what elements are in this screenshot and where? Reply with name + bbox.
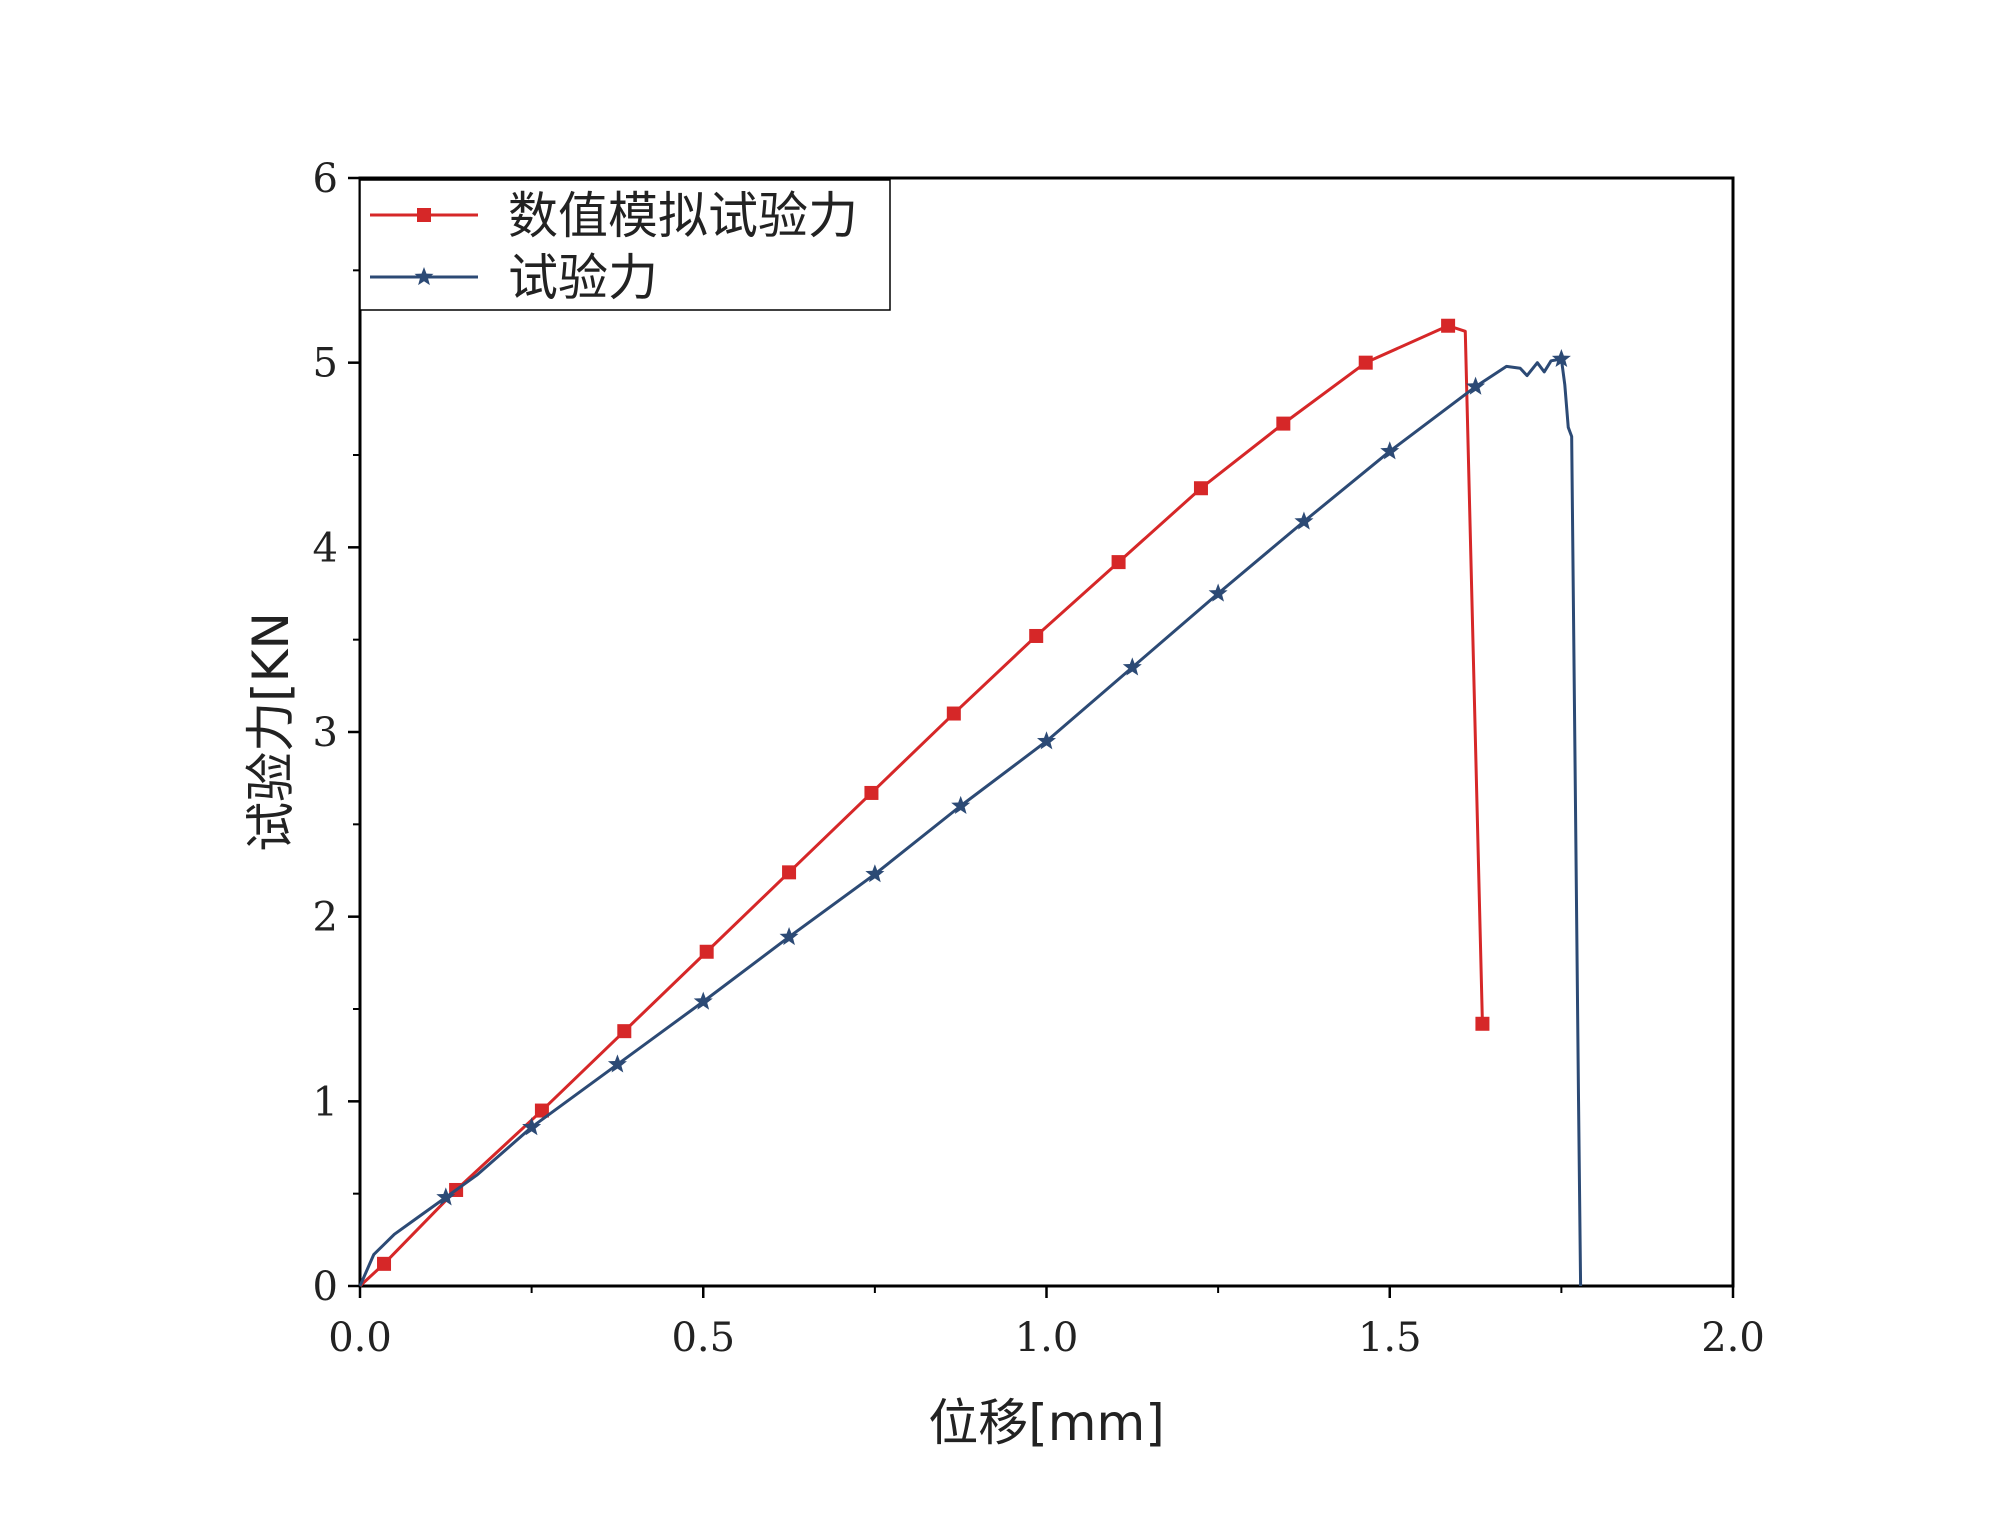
data-point-square [1193,481,1208,496]
data-point-square [1475,1016,1490,1031]
data-point-star [693,991,713,1010]
series-line [358,357,1583,1287]
axes: 0.0 0.5 1.0 1.5 2.0 0 1 2 3 4 5 6 [313,156,1765,1361]
x-axis-title: 位移[mm] [928,1394,1164,1452]
data-point-star [1380,441,1400,460]
y-tick-label: 0 [313,1264,338,1310]
data-point-square [864,785,879,800]
legend-item: 试验力 [370,249,658,307]
y-tick-label: 1 [313,1079,338,1125]
data-point-square [1441,318,1456,333]
y-tick-label: 4 [313,525,338,571]
data-point-square [1358,355,1373,370]
legend-label: 试验力 [508,249,658,307]
y-tick-label: 5 [313,341,338,387]
data-point-star [1036,731,1057,750]
legend-label: 数值模拟试验力 [508,187,858,245]
data-point-square [782,865,797,880]
y-tick-label: 3 [313,710,338,756]
data-point-star [865,864,885,883]
data-point-star [1466,376,1486,395]
data-point-star [1551,348,1571,368]
series-line [358,324,1484,1288]
data-point-square [1276,416,1291,431]
x-tick-label: 0.0 [328,1315,392,1361]
data-point-square [417,208,431,222]
data-point-star [414,267,434,286]
data-point-star [1122,657,1142,676]
data-point-star [436,1187,456,1206]
data-point-star [1294,511,1314,530]
data-point-star [1208,583,1228,602]
data-point-star [779,926,799,946]
data-point-square [1111,555,1126,570]
data-point-square [699,944,714,959]
y-axis-title: 试验力[KN [242,612,300,852]
legend-box [359,179,891,311]
legend-item: 数值模拟试验力 [370,187,858,245]
x-tick-label: 1.5 [1358,1315,1422,1361]
data-point-square [1029,628,1044,643]
x-tick-label: 1.0 [1015,1315,1079,1361]
data-point-star [607,1054,627,1073]
data-point-square [377,1256,392,1271]
data-point-square [534,1103,549,1118]
series-1 [358,318,1490,1288]
data-point-square [617,1024,632,1039]
series-2 [358,348,1583,1287]
x-tick-label: 2.0 [1701,1315,1765,1361]
y-tick-label: 6 [313,156,338,202]
data-point-square [946,706,961,721]
y-tick-label: 2 [313,895,338,941]
data-point-star [951,795,971,814]
series-layer [358,318,1583,1288]
data-point-star [522,1117,542,1136]
x-tick-label: 0.5 [671,1315,735,1361]
